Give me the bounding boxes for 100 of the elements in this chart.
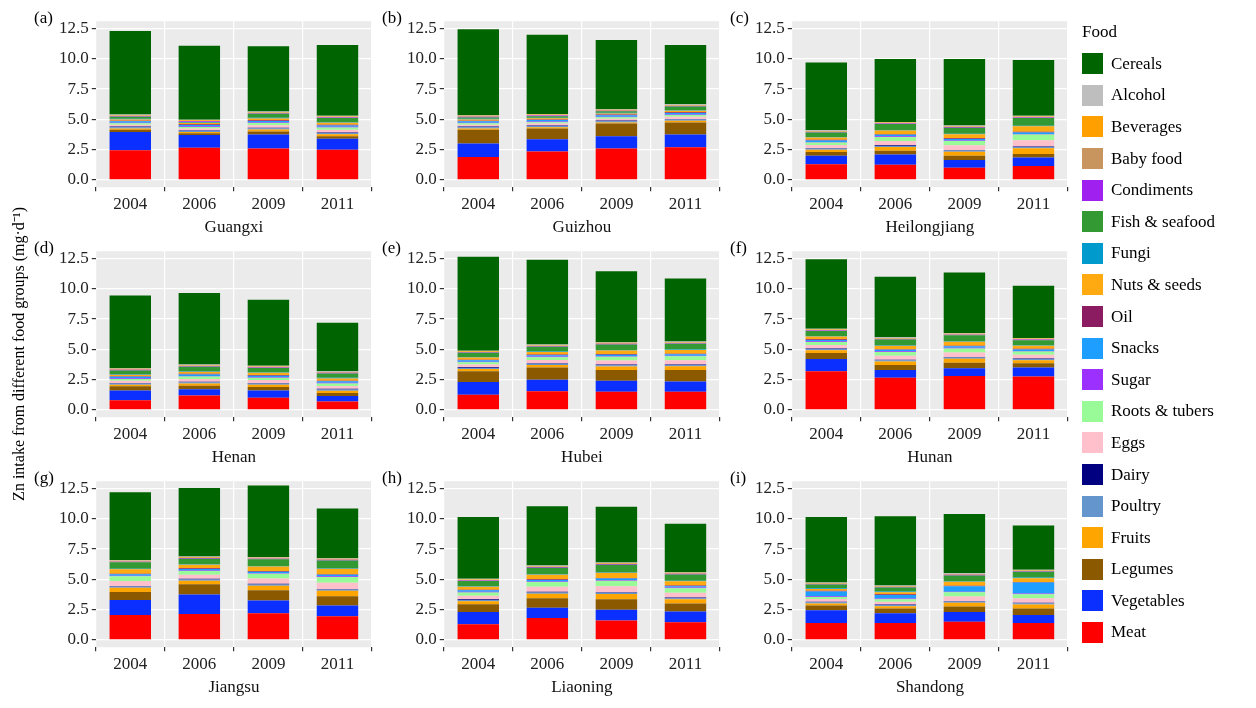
- chart-title: (f): [730, 238, 747, 258]
- y-tick-label: 12.5: [59, 477, 89, 497]
- legend-label: Nuts & seeds: [1111, 274, 1202, 295]
- legend-label: Roots & tubers: [1111, 401, 1214, 422]
- y-tick-label: 0.0: [67, 169, 89, 189]
- x-tick-label: 2004: [809, 653, 844, 673]
- y-tick-label: 10.0: [407, 508, 437, 528]
- x-tick-label: 2004: [461, 653, 496, 673]
- x-tick-label: 2009: [599, 193, 634, 213]
- y-tick-label: 5.0: [67, 568, 89, 588]
- x-axis-title: Guangxi: [204, 217, 264, 237]
- x-tick-label: 2004: [461, 193, 496, 213]
- y-axis-title: Zn intake from different food groups (mg·d⁻¹): [9, 207, 29, 501]
- x-tick-label: 2011: [320, 653, 355, 673]
- y-tick-label: 10.0: [755, 278, 785, 298]
- x-tick-label: 2006: [878, 423, 913, 443]
- chart-title: (b): [382, 8, 402, 28]
- x-tick-label: 2006: [182, 193, 217, 213]
- chart-title: (g): [34, 468, 54, 488]
- x-tick-label: 2004: [113, 423, 148, 443]
- y-tick-label: 7.5: [67, 538, 89, 558]
- x-tick-label: 2011: [1016, 423, 1051, 443]
- y-tick-label: 0.0: [415, 399, 437, 419]
- legend-label: Beverages: [1111, 116, 1182, 137]
- x-tick-label: 2011: [668, 653, 703, 673]
- chart-title: (c): [730, 8, 749, 28]
- legend-label: Fungi: [1111, 243, 1151, 264]
- x-tick-label: 2009: [947, 193, 982, 213]
- legend-label: Sugar: [1111, 369, 1151, 390]
- x-axis-title: Henan: [211, 447, 257, 467]
- x-axis-title: Guizhou: [552, 217, 612, 237]
- x-tick-label: 2004: [461, 423, 496, 443]
- y-tick-label: 10.0: [755, 508, 785, 528]
- y-tick-label: 5.0: [415, 568, 437, 588]
- x-tick-label: 2006: [878, 653, 913, 673]
- y-tick-label: 0.0: [763, 169, 785, 189]
- legend-label: Eggs: [1111, 432, 1145, 453]
- x-tick-label: 2004: [113, 653, 148, 673]
- y-tick-label: 12.5: [755, 17, 785, 37]
- x-tick-label: 2006: [530, 653, 565, 673]
- y-tick-label: 10.0: [407, 278, 437, 298]
- y-tick-label: 7.5: [415, 78, 437, 98]
- chart-title: (e): [382, 238, 401, 258]
- x-tick-label: 2009: [251, 653, 286, 673]
- y-tick-label: 7.5: [763, 538, 785, 558]
- y-tick-label: 12.5: [407, 17, 437, 37]
- y-tick-label: 5.0: [67, 338, 89, 358]
- y-tick-label: 12.5: [59, 247, 89, 267]
- x-tick-label: 2004: [809, 193, 844, 213]
- x-tick-label: 2006: [530, 423, 565, 443]
- x-axis-title: Jiangsu: [208, 677, 260, 697]
- y-tick-label: 0.0: [763, 399, 785, 419]
- x-tick-label: 2004: [113, 193, 148, 213]
- x-tick-label: 2006: [878, 193, 913, 213]
- y-tick-label: 0.0: [415, 629, 437, 649]
- legend-label: Poultry: [1111, 496, 1162, 517]
- x-tick-label: 2009: [947, 423, 982, 443]
- y-tick-label: 5.0: [67, 108, 89, 128]
- x-axis-title: Hunan: [907, 447, 954, 467]
- x-tick-label: 2006: [182, 423, 217, 443]
- x-tick-label: 2004: [809, 423, 844, 443]
- x-axis-title: Liaoning: [551, 677, 614, 697]
- y-tick-label: 0.0: [67, 399, 89, 419]
- legend-label: Oil: [1111, 306, 1133, 327]
- x-axis-title: Shandong: [895, 677, 965, 697]
- y-tick-label: 2.5: [763, 369, 785, 389]
- chart-title: (d): [34, 238, 54, 258]
- y-tick-label: 7.5: [415, 538, 437, 558]
- y-tick-label: 10.0: [59, 48, 89, 68]
- x-tick-label: 2011: [320, 423, 355, 443]
- legend-title: Food: [1082, 22, 1118, 42]
- y-tick-label: 12.5: [755, 477, 785, 497]
- y-tick-label: 2.5: [415, 369, 437, 389]
- y-tick-label: 2.5: [67, 599, 89, 619]
- legend-label: Fish & seafood: [1111, 211, 1215, 232]
- chart-title: (h): [382, 468, 402, 488]
- x-tick-label: 2011: [668, 423, 703, 443]
- legend-label: Vegetables: [1111, 590, 1185, 611]
- x-axis-title: Heilongjiang: [885, 217, 975, 237]
- legend-label: Fruits: [1111, 527, 1151, 548]
- x-tick-label: 2011: [1016, 193, 1051, 213]
- y-tick-label: 2.5: [763, 599, 785, 619]
- y-tick-label: 5.0: [763, 338, 785, 358]
- y-tick-label: 5.0: [763, 568, 785, 588]
- y-tick-label: 5.0: [763, 108, 785, 128]
- legend-label: Alcohol: [1111, 85, 1166, 106]
- y-tick-label: 0.0: [67, 629, 89, 649]
- y-tick-label: 7.5: [67, 78, 89, 98]
- y-tick-label: 0.0: [763, 629, 785, 649]
- x-tick-label: 2011: [1016, 653, 1051, 673]
- legend-label: Snacks: [1111, 338, 1160, 359]
- y-tick-label: 12.5: [407, 477, 437, 497]
- x-tick-label: 2009: [947, 653, 982, 673]
- legend-label: Legumes: [1111, 559, 1174, 580]
- y-tick-label: 7.5: [763, 78, 785, 98]
- x-axis-title: Hubei: [561, 447, 603, 467]
- legend-label: Condiments: [1111, 180, 1194, 201]
- y-tick-label: 10.0: [755, 48, 785, 68]
- y-tick-label: 12.5: [755, 247, 785, 267]
- y-tick-label: 2.5: [67, 139, 89, 159]
